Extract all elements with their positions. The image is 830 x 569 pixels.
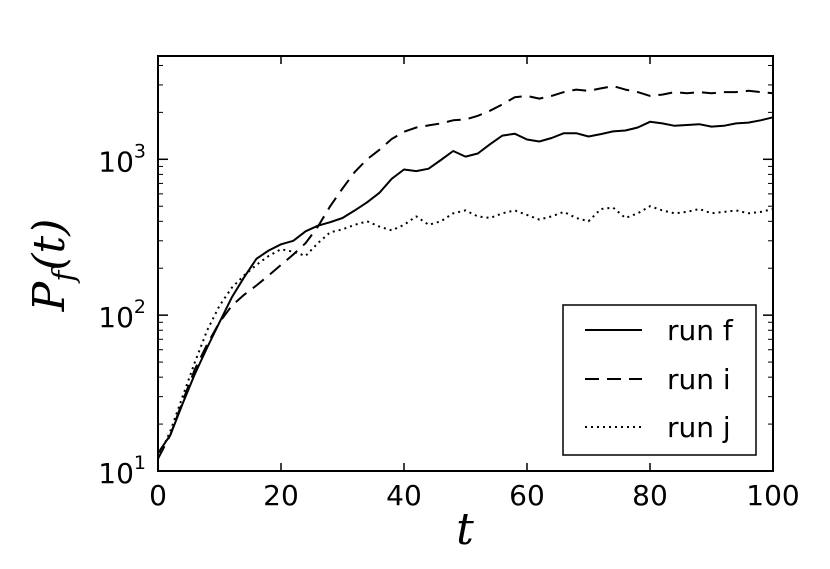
x-tick-label: 80 bbox=[632, 479, 668, 512]
x-tick-label: 40 bbox=[386, 479, 422, 512]
y-tick-label: 103 bbox=[98, 140, 146, 178]
y-tick-label: 101 bbox=[98, 452, 146, 490]
x-tick-label: 60 bbox=[509, 479, 545, 512]
y-tick-label: 102 bbox=[98, 296, 146, 334]
legend-label-run-f: run f bbox=[667, 314, 734, 347]
svg-text:Pf(t): Pf(t) bbox=[24, 219, 82, 313]
x-tick-label: 0 bbox=[149, 479, 167, 512]
legend-label-run-j: run j bbox=[667, 411, 731, 444]
x-axis-label: t bbox=[456, 504, 474, 555]
x-tick-label: 100 bbox=[746, 479, 799, 512]
legend-label-run-i: run i bbox=[667, 363, 731, 396]
legend: run f run i run j bbox=[563, 305, 756, 455]
y-axis-label: Pf(t) bbox=[24, 219, 82, 313]
x-tick-label: 20 bbox=[263, 479, 299, 512]
